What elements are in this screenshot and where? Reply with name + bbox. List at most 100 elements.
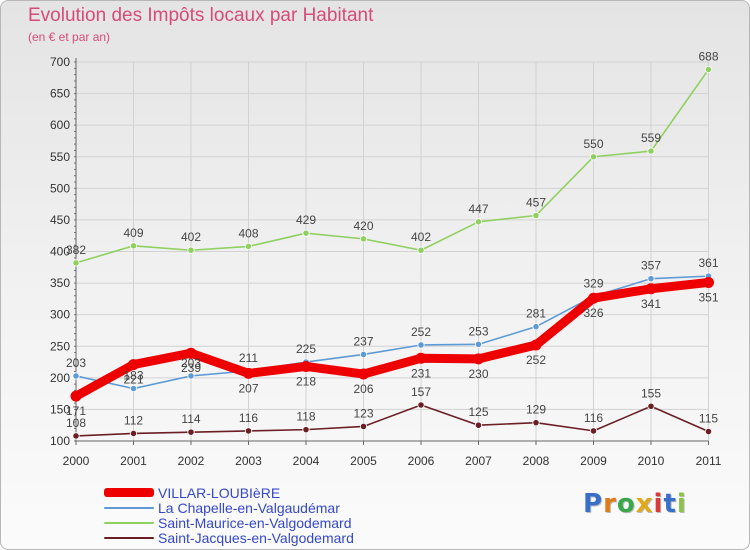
data-point — [129, 384, 138, 393]
data-point — [359, 350, 368, 359]
x-tick-label: 2001 — [120, 454, 147, 468]
data-point — [300, 360, 312, 372]
data-label: 155 — [641, 386, 661, 400]
data-point — [128, 359, 139, 371]
data-label: 203 — [66, 356, 86, 370]
data-label: 125 — [468, 405, 488, 419]
data-point — [302, 426, 310, 434]
x-tick-label: 2002 — [178, 454, 205, 468]
x-tick-label: 2004 — [293, 454, 320, 468]
series-line-3 — [71, 277, 713, 401]
y-tick-label: 700 — [50, 55, 70, 69]
data-label: 157 — [411, 385, 431, 399]
legend-label: Saint-Jacques-en-Valgodemard — [158, 529, 354, 546]
data-point — [532, 419, 540, 427]
data-label: 114 — [181, 412, 200, 426]
data-label: 420 — [353, 219, 373, 233]
data-label: 357 — [641, 259, 661, 273]
chart-title: Evolution des Impôts locaux par Habitant — [28, 5, 374, 26]
data-point — [243, 367, 254, 379]
data-point — [417, 246, 425, 254]
data-point — [473, 353, 484, 365]
x-tick-label: 2011 — [696, 454, 722, 468]
logo-letter: t — [663, 489, 677, 519]
data-point — [415, 352, 427, 364]
data-label: 225 — [296, 342, 316, 356]
y-tick-label: 650 — [50, 87, 70, 101]
data-point — [72, 259, 80, 267]
series-line-0 — [75, 404, 710, 437]
y-tick-label: 100 — [50, 434, 70, 448]
x-tick-label: 2008 — [523, 454, 550, 468]
chart-subtitle: (en € et par an) — [28, 30, 111, 44]
data-label: 550 — [583, 137, 603, 151]
legend-swatch — [104, 506, 154, 509]
legend-item-la-chapelle: La Chapelle-en-Valgaudémar — [104, 499, 340, 516]
data-label: 183 — [123, 369, 143, 383]
data-label: 116 — [584, 411, 603, 425]
data-label: 218 — [296, 374, 316, 388]
legend-label: Saint-Maurice-en-Valgodemard — [158, 514, 352, 531]
data-point — [704, 65, 713, 74]
data-label: 341 — [641, 297, 661, 311]
data-point — [532, 323, 540, 331]
data-point — [358, 368, 369, 380]
logo-letter: r — [603, 489, 617, 519]
legend-item-saint-maurice: Saint-Maurice-en-Valgodemard — [104, 514, 352, 531]
y-tick-label: 150 — [50, 402, 70, 416]
data-point — [359, 422, 368, 431]
legend-item-villar-loubiere: VILLAR-LOUBIèRE — [104, 485, 280, 501]
y-tick-label: 450 — [50, 213, 70, 227]
data-label: 429 — [296, 213, 316, 227]
data-point — [589, 427, 598, 435]
data-label: 108 — [66, 416, 86, 430]
legend-label: La Chapelle-en-Valgaudémar — [158, 499, 340, 516]
y-tick-label: 550 — [50, 150, 70, 164]
data-label: 206 — [353, 382, 373, 396]
data-point — [185, 347, 197, 359]
data-label: 688 — [698, 50, 718, 64]
data-label: 402 — [181, 230, 201, 244]
y-tick-label: 400 — [50, 245, 70, 259]
x-tick-label: 2000 — [63, 454, 90, 468]
y-tick-label: 500 — [50, 181, 70, 195]
data-label: 237 — [353, 334, 373, 348]
logo-letter: i — [653, 489, 664, 519]
data-label: 203 — [181, 356, 201, 370]
data-label: 112 — [124, 413, 143, 427]
data-point — [70, 390, 82, 402]
logo-letter: x — [635, 489, 654, 519]
data-point — [645, 283, 657, 295]
data-label: 457 — [526, 195, 546, 209]
data-label: 402 — [411, 230, 431, 244]
data-point — [417, 341, 425, 349]
data-label: 118 — [296, 410, 315, 424]
data-label: 252 — [526, 353, 546, 367]
y-tick-label: 350 — [50, 276, 70, 290]
data-label: 382 — [66, 243, 86, 257]
data-point — [359, 235, 368, 243]
data-label: 231 — [411, 366, 431, 380]
logo-letter: o — [616, 489, 636, 519]
data-label: 409 — [123, 226, 143, 240]
x-tick-label: 2006 — [408, 454, 435, 468]
y-tick-label: 300 — [50, 308, 70, 322]
data-label: 207 — [238, 381, 258, 395]
y-tick-label: 250 — [50, 339, 70, 353]
data-point — [474, 340, 483, 348]
data-point — [588, 292, 599, 304]
proxiti-logo: Proxiti — [583, 489, 687, 519]
data-label: 326 — [583, 306, 603, 320]
data-point — [187, 372, 195, 380]
data-label: 559 — [641, 131, 661, 145]
data-point — [187, 428, 195, 436]
data-label: 351 — [698, 290, 718, 304]
data-point — [704, 427, 713, 436]
data-label: 408 — [238, 226, 258, 240]
data-point — [302, 229, 310, 237]
logo-letter: P — [583, 489, 604, 519]
x-tick-label: 2005 — [350, 454, 377, 468]
data-point — [129, 242, 138, 250]
